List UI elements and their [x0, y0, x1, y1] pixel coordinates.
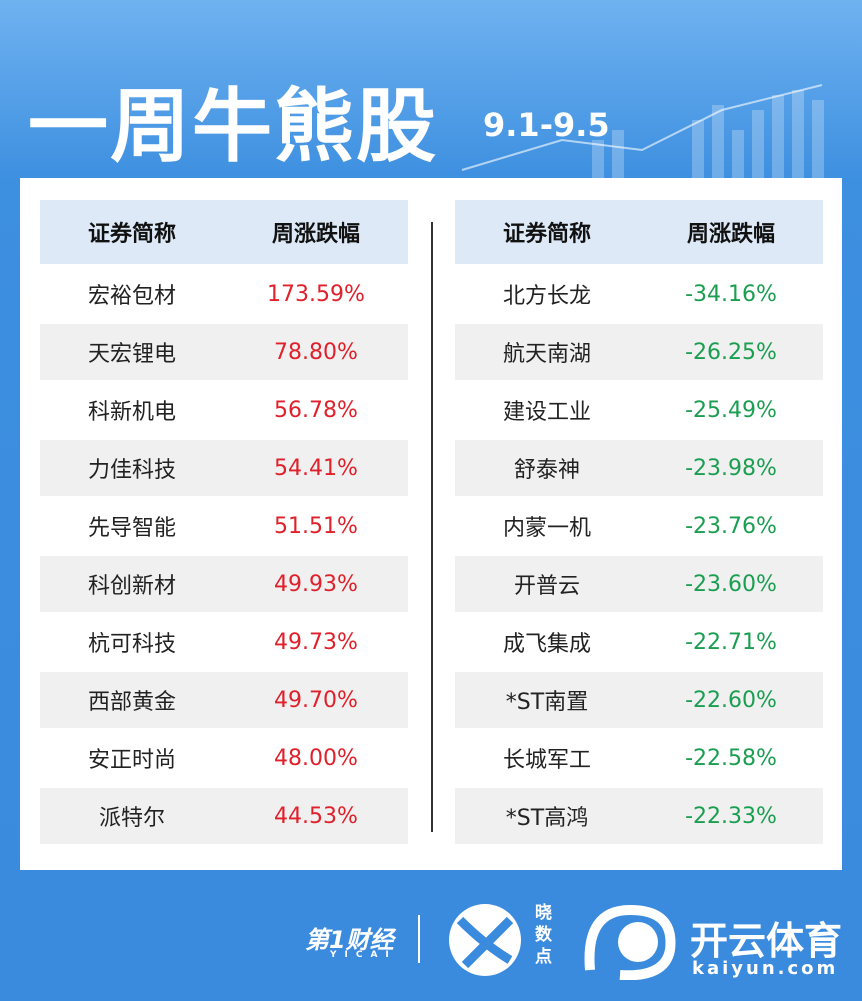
change-cell: 173.59% — [267, 281, 365, 307]
name-cell: 宏裕包材 — [87, 284, 176, 309]
name-cell: 派特尔 — [98, 806, 165, 831]
change-cell: -23.76% — [685, 513, 777, 539]
table-row: *ST高鸿 -22.33% — [455, 788, 823, 844]
app-icon — [449, 904, 521, 976]
name-cell: *ST高鸿 — [505, 806, 589, 831]
table-row: 长城军工 -22.58% — [455, 730, 823, 786]
change-cell: 54.41% — [274, 455, 358, 481]
change-cell: -22.58% — [685, 745, 777, 771]
decor-bars — [461, 84, 824, 180]
table-row: 派特尔 44.53% — [40, 788, 408, 844]
divider — [431, 222, 433, 832]
date-range: 9.1-9.5 — [483, 106, 610, 144]
footer: 第1财经 YICAI 晓数点 开云体育 kaiyun.com — [0, 870, 862, 1001]
brand: 第1财经 — [305, 926, 394, 954]
table-row: 宏裕包材 173.59% — [40, 266, 408, 322]
table-row: 开普云 -23.60% — [455, 556, 823, 612]
separator — [418, 915, 420, 963]
name-cell: 航天南湖 — [502, 342, 591, 367]
name-cell: 安正时尚 — [87, 748, 176, 773]
table-row: 科创新材 49.93% — [40, 556, 408, 612]
change-cell: 56.78% — [274, 397, 358, 423]
name-cell: 北方长龙 — [502, 284, 591, 309]
column-header: 周涨跌幅 — [271, 222, 360, 247]
table-row: 北方长龙 -34.16% — [455, 266, 823, 322]
change-cell: -25.49% — [685, 397, 777, 423]
table-row: 力佳科技 54.41% — [40, 440, 408, 496]
name-cell: 天宏锂电 — [87, 342, 176, 367]
app-name: 晓数点 — [535, 903, 552, 967]
table-header: 证券简称 周涨跌幅 — [40, 200, 408, 264]
table-header: 证券简称 周涨跌幅 — [455, 200, 823, 264]
change-cell: 49.73% — [274, 629, 358, 655]
change-cell: -22.33% — [685, 803, 777, 829]
losers-table: 证券简称 周涨跌幅北方长龙 -34.16% 航天南湖 -26.25% 建设工业 -25.49… — [455, 200, 823, 844]
name-cell: 开普云 — [513, 574, 580, 599]
name-cell: 力佳科技 — [87, 458, 176, 483]
name-cell: 建设工业 — [502, 400, 591, 425]
name-cell: 西部黄金 — [87, 690, 176, 715]
name-cell: 杭可科技 — [87, 632, 176, 657]
logo-text: 开云体育 — [690, 919, 843, 963]
table-row: 安正时尚 48.00% — [40, 730, 408, 786]
table-row: 杭可科技 49.73% — [40, 614, 408, 670]
table-row: 航天南湖 -26.25% — [455, 324, 823, 380]
gainers-table: 证券简称 周涨跌幅宏裕包材 173.59% 天宏锂电 78.80% 科新机电 56.78% 力… — [40, 200, 408, 844]
table-row: *ST南置 -22.60% — [455, 672, 823, 728]
title: 一周牛熊股 — [28, 80, 438, 173]
name-cell: 长城军工 — [502, 748, 591, 773]
name-cell: 内蒙一机 — [502, 516, 591, 541]
panel: 证券简称 周涨跌幅宏裕包材 173.59% 天宏锂电 78.80% 科新机电 56.78% 力… — [20, 178, 842, 870]
change-cell: -22.60% — [685, 687, 777, 713]
logo-icon — [584, 904, 676, 980]
name-cell: 舒泰神 — [513, 458, 580, 483]
change-cell: 49.93% — [274, 571, 358, 597]
name-cell: *ST南置 — [505, 690, 589, 715]
name-cell: 先导智能 — [87, 516, 176, 541]
change-cell: -22.71% — [685, 629, 777, 655]
table-row: 内蒙一机 -23.76% — [455, 498, 823, 554]
table-row: 科新机电 56.78% — [40, 382, 408, 438]
table-row: 西部黄金 49.70% — [40, 672, 408, 728]
table-row: 先导智能 51.51% — [40, 498, 408, 554]
change-cell: 78.80% — [274, 339, 358, 365]
change-cell: -26.25% — [685, 339, 777, 365]
change-cell: 48.00% — [274, 745, 358, 771]
logo-url: kaiyun.com — [692, 958, 839, 979]
table-row: 建设工业 -25.49% — [455, 382, 823, 438]
name-cell: 科新机电 — [87, 400, 176, 425]
change-cell: -23.60% — [685, 571, 777, 597]
change-cell: 49.70% — [274, 687, 358, 713]
table-row: 天宏锂电 78.80% — [40, 324, 408, 380]
table-row: 舒泰神 -23.98% — [455, 440, 823, 496]
change-cell: 44.53% — [274, 803, 358, 829]
table-row: 成飞集成 -22.71% — [455, 614, 823, 670]
column-header: 周涨跌幅 — [686, 222, 775, 247]
column-header: 证券简称 — [502, 222, 591, 247]
change-cell: -34.16% — [685, 281, 777, 307]
brand-sub: YICAI — [330, 950, 397, 960]
change-cell: -23.98% — [685, 455, 777, 481]
name-cell: 科创新材 — [87, 574, 176, 599]
name-cell: 成飞集成 — [502, 632, 591, 657]
change-cell: 51.51% — [274, 513, 358, 539]
column-header: 证券简称 — [87, 222, 176, 247]
